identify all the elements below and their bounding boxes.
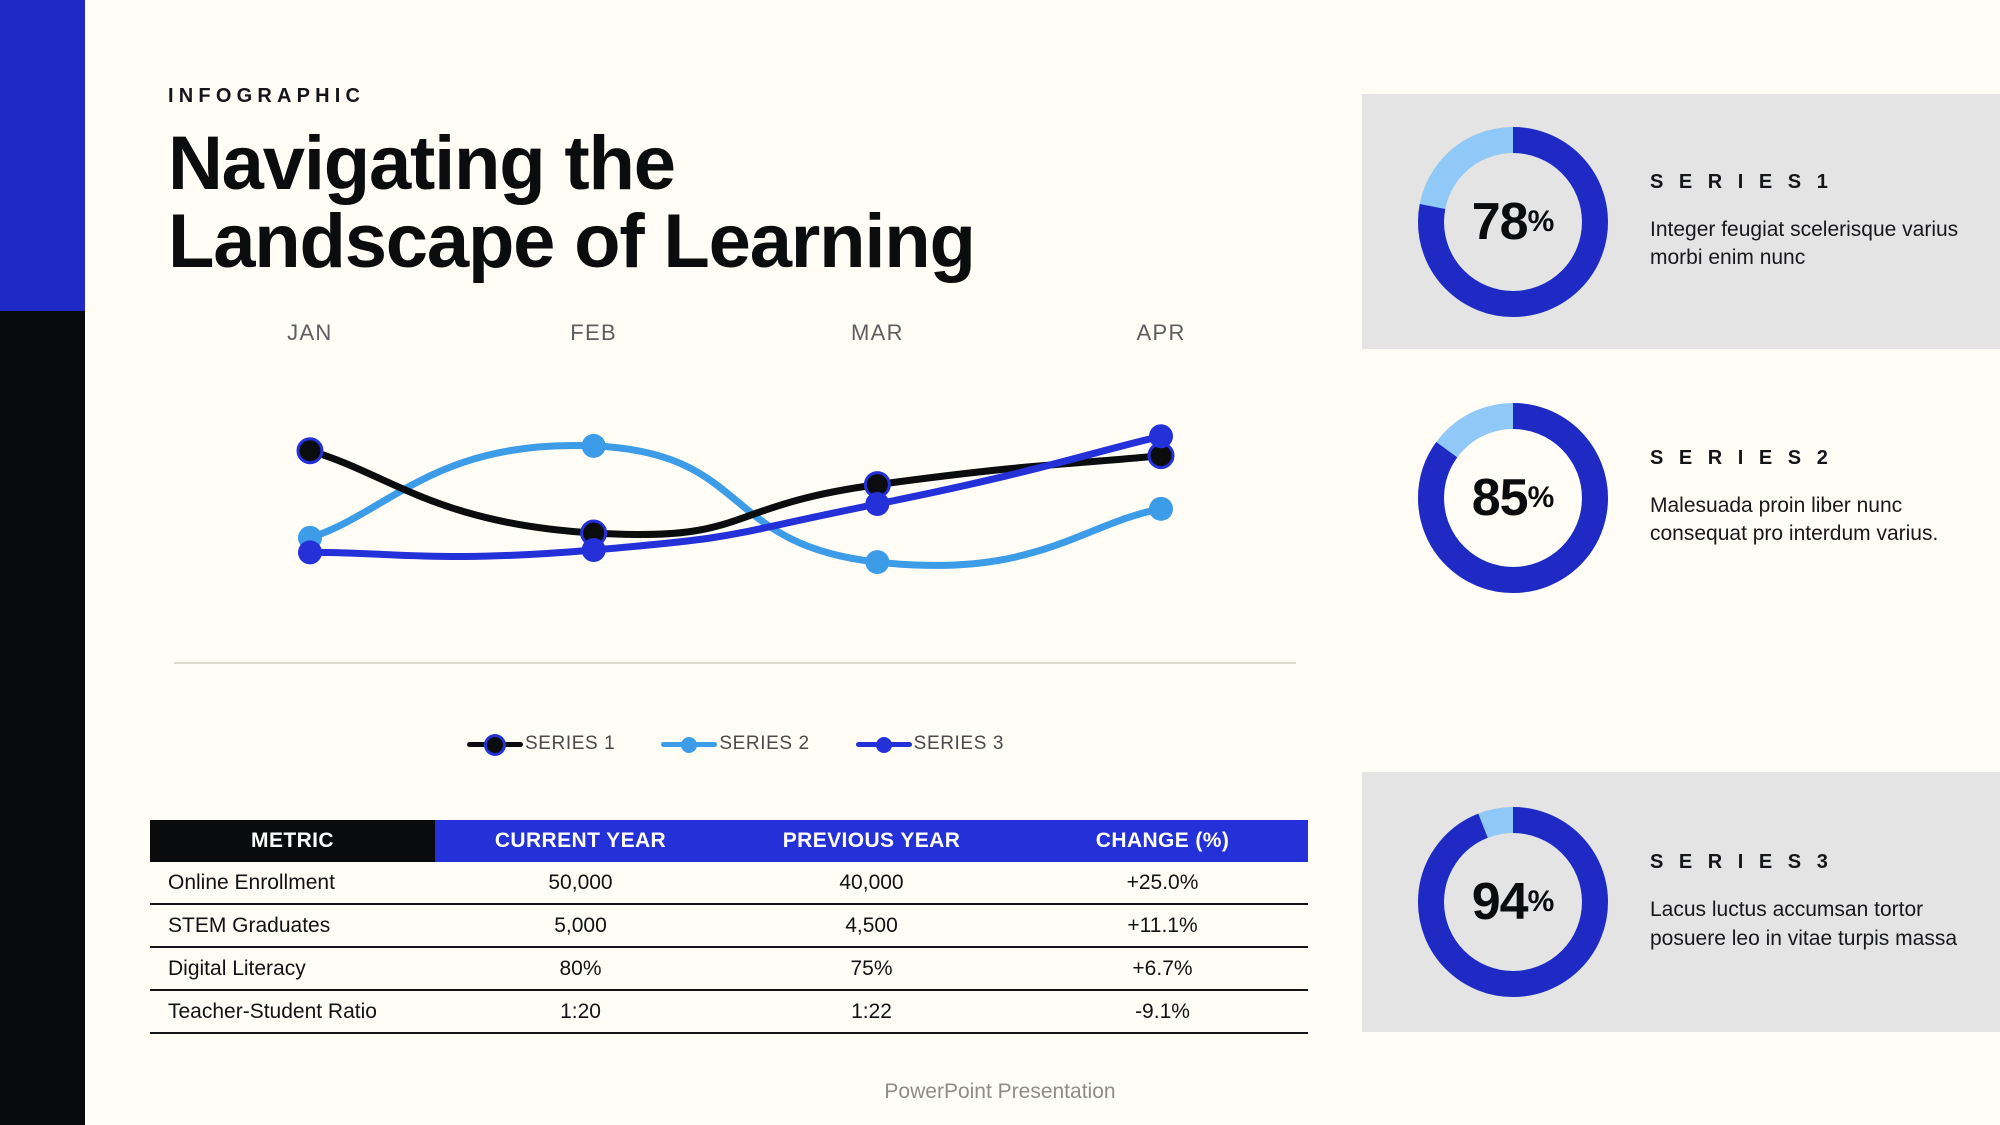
cell-current: 1:20 [560, 999, 601, 1023]
chart-series-line [306, 432, 1165, 561]
donut-percent-value: 94 [1471, 873, 1529, 931]
donut-center-label: 94 % [1408, 797, 1618, 1007]
cell-previous: 1:22 [851, 999, 892, 1023]
card-series-title: S E R I E S 1 [1650, 170, 1833, 193]
cell-change: -9.1% [1135, 999, 1190, 1023]
table-header-previous-year: PREVIOUS YEAR [782, 829, 961, 852]
donut-center-label: 78 % [1408, 117, 1618, 327]
legend-label: SERIES 3 [913, 733, 1005, 754]
donut-svg [1418, 807, 1608, 997]
table-header-change: CHANGE (%) [1095, 829, 1230, 852]
page-title: Navigating the Landscape of Learning [168, 125, 1228, 280]
chart-data-point [1149, 496, 1173, 521]
stat-card-series-1[interactable]: 78 % S E R I E S 1 Integer feugiat scele… [1362, 94, 2000, 349]
cell-current: 50,000 [548, 870, 613, 894]
chart-data-point [865, 550, 890, 575]
card-description: Integer feugiat scelerisque varius morbi… [1650, 217, 1959, 269]
chart-series-line [306, 447, 1165, 539]
left-rail-blue [0, 0, 85, 311]
chart-data-point [298, 540, 322, 565]
legend-item-series-2[interactable]: SERIES 2 [661, 733, 809, 755]
legend-marker-icon [466, 735, 523, 753]
metrics-table: METRIC CURRENT YEAR PREVIOUS YEAR CHANGE… [150, 820, 1308, 1034]
legend-label: SERIES 2 [719, 733, 810, 754]
chart-data-point [581, 537, 606, 562]
x-tick-label: APR [1136, 320, 1186, 345]
cell-current: 5,000 [554, 913, 607, 937]
table-header-rest: CURRENT YEAR PREVIOUS YEAR CHANGE (%) [435, 820, 1308, 862]
footer-text: PowerPoint Presentation [884, 1080, 1116, 1103]
legend-item-series-3[interactable]: SERIES 3 [855, 733, 1005, 755]
donut-value-arc [1418, 807, 1608, 997]
chart-data-point [1149, 424, 1173, 449]
stat-card-series-3[interactable]: 94 % S E R I E S 3 Lacus luctus accumsan… [1362, 772, 2000, 1032]
chart-x-tick-labels: JAN FEB MAR APR [168, 320, 1303, 360]
donut-chart-series-1: 78 % [1408, 117, 1618, 327]
cell-metric: Teacher-Student Ratio [168, 999, 377, 1023]
cell-metric: Digital Literacy [168, 956, 306, 980]
cell-metric: STEM Graduates [168, 913, 331, 937]
legend-item-series-1[interactable]: SERIES 1 [466, 733, 616, 755]
table-row[interactable]: Online Enrollment 50,000 40,000 +25.0% [150, 862, 1308, 905]
cell-previous: 4,500 [845, 913, 898, 937]
table-body: Online Enrollment 50,000 40,000 +25.0% S… [150, 862, 1308, 1034]
cell-previous: 75% [850, 956, 893, 980]
chart-legend: SERIES 1 SERIES 2 SERIES 3 [168, 733, 1303, 755]
card-series-title: S E R I E S 2 [1650, 446, 1833, 469]
donut-svg [1418, 402, 1608, 593]
left-content-column: INFOGRAPHIC Navigating the Landscape of … [150, 0, 1308, 1125]
donut-percent-symbol: % [1527, 885, 1555, 918]
donut-percent-value: 85 [1471, 468, 1529, 527]
chart-x-axis-line [174, 662, 1296, 664]
table-header-row: METRIC CURRENT YEAR PREVIOUS YEAR CHANGE… [150, 820, 1308, 862]
chart-data-point [581, 433, 606, 458]
line-chart [168, 355, 1303, 665]
x-tick-label: MAR [850, 320, 904, 345]
cell-change: +11.1% [1127, 913, 1198, 937]
legend-label: SERIES 1 [524, 733, 616, 754]
donut-svg [1418, 126, 1608, 317]
table-header-metric: METRIC [150, 820, 435, 862]
donut-chart-series-3: 94 % [1408, 797, 1618, 1007]
table-header-current-year: CURRENT YEAR [494, 829, 667, 852]
legend-marker-icon [855, 735, 912, 753]
left-rail-black [0, 311, 85, 1125]
donut-percent-symbol: % [1527, 480, 1555, 514]
table-row[interactable]: STEM Graduates 5,000 4,500 +11.1% [150, 905, 1308, 948]
table-row[interactable]: Digital Literacy 80% 75% +6.7% [150, 948, 1308, 991]
chart-data-point [865, 492, 890, 516]
card-description: Malesuada proin liber nunc consequat pro… [1650, 493, 1939, 545]
cell-change: +25.0% [1126, 870, 1199, 894]
legend-marker-icon [661, 735, 718, 753]
chart-data-point [296, 437, 324, 465]
title-line-1: Navigating the [168, 121, 676, 206]
donut-chart-series-2: 85 % [1408, 393, 1618, 603]
cell-current: 80% [559, 956, 602, 980]
x-tick-label: FEB [570, 320, 617, 345]
cell-metric: Online Enrollment [168, 870, 335, 894]
card-text-block: S E R I E S 3 Lacus luctus accumsan tort… [1650, 851, 1960, 953]
donut-center-label: 85 % [1408, 393, 1618, 603]
card-series-title: S E R I E S 3 [1650, 851, 1833, 874]
card-text-block: S E R I E S 1 Integer feugiat scelerisqu… [1650, 171, 1960, 273]
title-line-2: Landscape of Learning [168, 198, 976, 284]
chart-series-line [306, 441, 1165, 569]
stat-card-series-2[interactable]: 85 % S E R I E S 2 Malesuada proin liber… [1362, 370, 2000, 625]
line-chart-svg [296, 424, 1175, 575]
donut-percent-value: 78 [1471, 192, 1529, 251]
card-text-block: S E R I E S 2 Malesuada proin liber nunc… [1650, 447, 1960, 549]
card-description: Lacus luctus accumsan tortor posuere leo… [1650, 898, 1957, 950]
x-tick-label: JAN [287, 320, 333, 345]
cell-previous: 40,000 [839, 870, 904, 894]
eyebrow-label: INFOGRAPHIC [168, 85, 366, 107]
donut-value-arc [1418, 126, 1608, 317]
table-row[interactable]: Teacher-Student Ratio 1:20 1:22 -9.1% [150, 991, 1308, 1034]
donut-percent-symbol: % [1527, 204, 1555, 238]
donut-value-arc [1418, 402, 1608, 593]
cell-change: +6.7% [1132, 956, 1193, 980]
